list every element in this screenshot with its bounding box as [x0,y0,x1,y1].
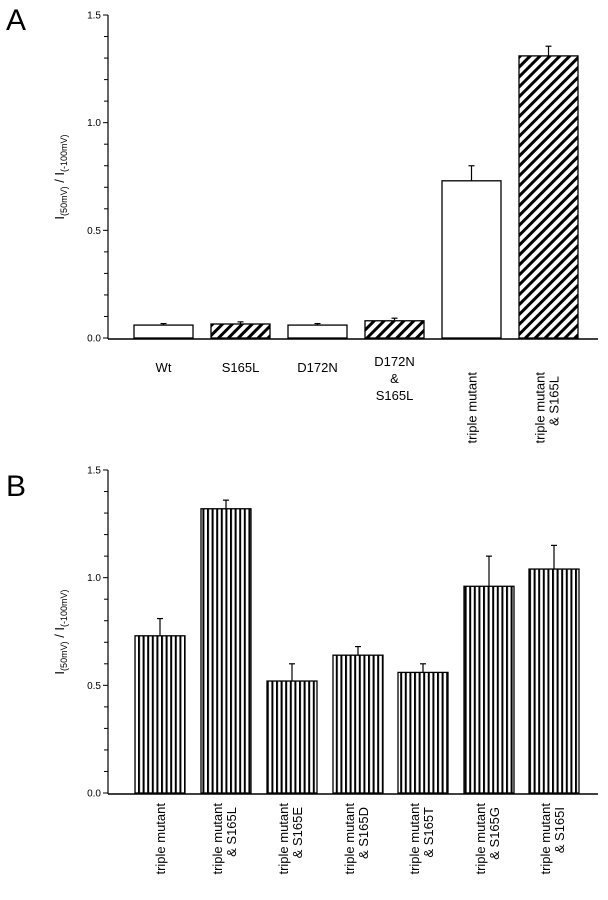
y-axis-label: I(50mV) / I(-100mV) [52,589,69,674]
bar [397,671,449,794]
panel-b: B 0.0 0.5 1.0 1.5 I(50mV) / I(-100mV) triple m… [6,466,598,875]
category-label: triple mutant& S165L [210,803,239,875]
category-label: triple mutant [153,803,168,875]
y-tick-label: 0.0 [87,789,101,800]
bar [134,635,186,794]
bar [528,568,580,794]
panel-letter: A [6,4,26,37]
category-label: triple mutant& S165G [473,803,502,875]
bar [287,324,348,339]
category-label: triple mutant& S165E [276,803,305,875]
y-tick-label: 1.0 [87,573,101,584]
category-label: triple mutant& S165I [538,803,567,875]
y-tick-label: 1.5 [87,466,101,477]
category-label: S165L [222,360,260,375]
y-tick-label: 1.0 [87,118,101,129]
bar [441,180,502,339]
bar [364,320,425,339]
y-tick-label: 1.5 [87,11,101,22]
bar [210,323,271,339]
category-label: triple mutant [465,372,480,444]
bar [332,654,384,794]
y-axis-label: I(50mV) / I(-100mV) [52,134,69,219]
category-label: triple mutant& S165D [342,803,371,875]
panel-letter: B [6,470,26,503]
bar [200,508,252,794]
y-tick-label: 0.5 [87,226,101,237]
bar [463,585,515,794]
bar [518,55,579,339]
bar [133,324,194,339]
category-label: D172N [297,360,337,375]
category-label: triple mutant& S165L [533,372,562,444]
y-tick-label: 0.5 [87,681,101,692]
category-label: Wt [156,360,172,375]
category-label: triple mutant& S165T [407,803,436,875]
category-label: D172N & S165L [374,354,414,403]
bar [266,680,318,794]
y-tick-label: 0.0 [87,334,101,345]
panel-a: A 0.0 0.5 1.0 1.5 I(50mV) / I(-100mV) Wt S165L D… [6,4,598,444]
